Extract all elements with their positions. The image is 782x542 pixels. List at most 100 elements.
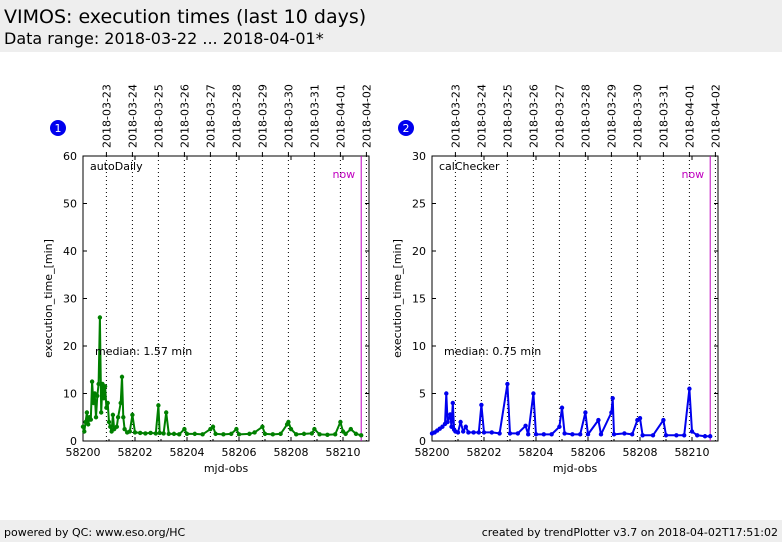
data-point (622, 431, 627, 436)
data-point (598, 432, 604, 437)
data-point (578, 432, 583, 437)
plot-frame (82, 155, 370, 442)
data-point (96, 381, 101, 387)
data-point (130, 412, 135, 418)
data-point (122, 426, 127, 432)
charts-canvas: 2018-03-23 2018-03-24 2018-03-25 2018-03-26… (42, 84, 722, 475)
data-point (108, 424, 113, 429)
top-date-label: 2018-03-25 (152, 84, 165, 148)
top-date-label: 2018-03-29 (605, 84, 618, 148)
data-point (80, 424, 86, 429)
x-tick-label: 58208 (274, 446, 309, 459)
data-point (309, 431, 314, 436)
data-point (119, 374, 125, 380)
top-date-label: 2018-03-31 (657, 84, 670, 148)
data-point (138, 430, 143, 436)
x-tick-label: 58206 (222, 446, 257, 459)
y-tick-label: 20 (63, 340, 77, 353)
data-point (110, 412, 116, 418)
footer-created: created by trendPlotter v3.7 on 2018-04-… (481, 526, 778, 539)
top-date-label: 2018-04-01 (334, 84, 347, 148)
top-date-label: 2018-04-02 (360, 84, 373, 148)
data-point (674, 433, 679, 438)
data-point (333, 432, 338, 437)
data-point (609, 410, 614, 415)
top-date-label: 2018-03-28 (579, 84, 592, 148)
median-label: median: 0.75 min (444, 345, 541, 358)
y-tick-label: 30 (412, 150, 426, 163)
data-point (570, 432, 575, 437)
data-point (97, 315, 103, 320)
panel-label: autoDaily (90, 160, 143, 173)
data-point (325, 432, 330, 438)
now-label: now (332, 168, 355, 181)
top-date-label: 2018-03-23 (449, 84, 462, 148)
data-point (278, 431, 283, 437)
data-point (200, 432, 205, 437)
y-tick-label: 20 (412, 245, 426, 258)
data-point (359, 433, 364, 438)
badge-icon (50, 120, 66, 136)
data-point (695, 433, 700, 438)
data-point (562, 431, 567, 436)
data-point (182, 426, 187, 432)
data-point (213, 431, 218, 437)
y-tick-label: 10 (63, 388, 77, 401)
data-point (353, 431, 359, 437)
x-tick-label: 58206 (571, 446, 606, 459)
data-point (661, 417, 666, 423)
y-tick-label: 60 (63, 150, 77, 163)
top-date-label: 2018-03-24 (475, 84, 488, 148)
data-point (489, 430, 494, 435)
x-tick-label: 58200 (66, 446, 101, 459)
data-point (115, 415, 121, 420)
data-point (640, 433, 645, 438)
data-point (531, 391, 536, 396)
data-point (479, 402, 484, 408)
data-point (541, 432, 546, 437)
x-tick-label: 58202 (118, 446, 153, 459)
plot-frame (431, 155, 719, 442)
data-point (171, 431, 177, 437)
data-point (166, 431, 171, 437)
data-point (105, 400, 110, 406)
data-point (236, 432, 242, 437)
data-point (164, 410, 169, 415)
y-tick-label: 5 (419, 388, 426, 401)
data-point (458, 419, 463, 425)
data-point (533, 432, 539, 437)
data-point (143, 431, 148, 436)
page-header: VIMOS: execution times (last 10 days) Da… (0, 0, 782, 52)
data-point (630, 432, 635, 437)
top-date-label: 2018-03-28 (230, 84, 243, 148)
data-point (455, 430, 461, 435)
x-tick-label: 58204 (170, 446, 205, 459)
top-date-label: 2018-03-27 (553, 84, 566, 148)
data-point (86, 422, 91, 427)
page-subtitle: Data range: 2018-03-22 ... 2018-04-01* (4, 29, 324, 48)
data-point (82, 429, 87, 434)
footer-credit: powered by QC: www.eso.org/HC (4, 526, 186, 539)
data-point (286, 419, 291, 425)
data-point (153, 431, 158, 436)
data-point (301, 431, 307, 437)
data-point (84, 410, 90, 415)
data-point (247, 431, 252, 437)
data-point (596, 417, 601, 423)
data-point (689, 429, 695, 434)
data-point (91, 400, 96, 406)
data-point (637, 416, 643, 421)
data-point (497, 431, 502, 436)
data-point (317, 432, 322, 437)
y-axis-label: execution_time_[min] (391, 239, 404, 358)
data-point (448, 412, 453, 417)
data-point (449, 424, 454, 429)
data-point (221, 432, 226, 437)
data-point (229, 431, 234, 437)
data-point (157, 430, 162, 436)
data-point (471, 430, 476, 435)
data-point (184, 431, 190, 437)
data-point (95, 393, 100, 399)
data-point (702, 434, 708, 439)
data-point (663, 433, 669, 438)
